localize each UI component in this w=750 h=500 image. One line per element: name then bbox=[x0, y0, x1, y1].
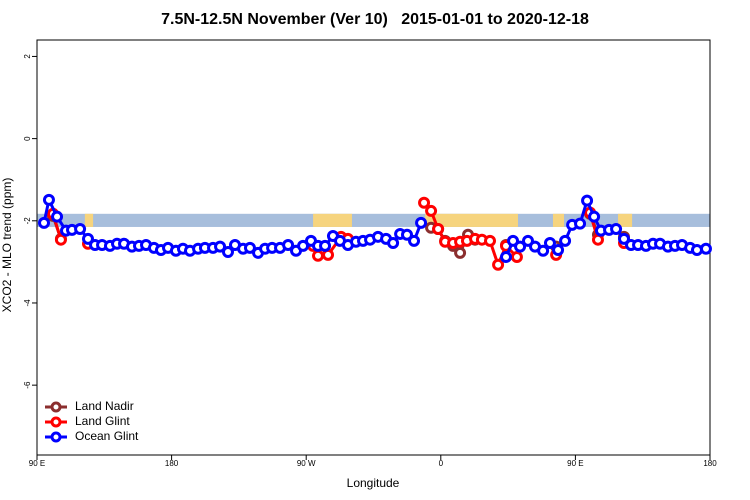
legend-marker bbox=[50, 401, 62, 413]
point bbox=[432, 223, 445, 236]
x-tick-label: 90 E bbox=[567, 459, 583, 468]
x-tick-label: 90 E bbox=[29, 459, 45, 468]
point bbox=[454, 246, 467, 259]
legend-label: Land Glint bbox=[75, 414, 130, 428]
y-tick-label: -2 bbox=[23, 217, 32, 225]
land-segment bbox=[425, 213, 518, 227]
point bbox=[408, 234, 421, 247]
point bbox=[54, 233, 67, 246]
x-axis-label: Longitude bbox=[347, 476, 400, 490]
point bbox=[243, 241, 256, 254]
reference-band bbox=[37, 213, 710, 227]
land-segment bbox=[552, 213, 565, 227]
legend-label: Land Nadir bbox=[75, 399, 134, 413]
point bbox=[500, 250, 513, 263]
x-tick-label: 0 bbox=[439, 459, 444, 468]
point bbox=[510, 250, 523, 263]
point bbox=[492, 258, 505, 271]
point bbox=[81, 232, 94, 245]
point bbox=[588, 210, 601, 223]
point bbox=[282, 239, 295, 252]
point bbox=[543, 236, 556, 249]
point bbox=[552, 243, 565, 256]
x-tick-label: 180 bbox=[703, 459, 717, 468]
point bbox=[514, 240, 527, 253]
point bbox=[38, 216, 51, 229]
y-tick-label: -6 bbox=[23, 381, 32, 389]
land-segment bbox=[84, 213, 94, 227]
chart-title: 7.5N-12.5N November (Ver 10) 2015-01-01 … bbox=[161, 11, 589, 28]
point bbox=[559, 234, 572, 247]
y-axis-label: XCO2 - MLO trend (ppm) bbox=[0, 178, 14, 313]
point bbox=[425, 204, 438, 217]
point bbox=[51, 210, 64, 223]
y-tick-label: -4 bbox=[23, 299, 32, 307]
point bbox=[214, 240, 227, 253]
point bbox=[312, 249, 325, 262]
point bbox=[297, 239, 310, 252]
point bbox=[221, 246, 234, 259]
point bbox=[74, 223, 87, 236]
legend-marker bbox=[50, 431, 62, 443]
point bbox=[618, 232, 631, 245]
legend-label: Ocean Glint bbox=[75, 429, 139, 443]
land-segment bbox=[313, 213, 352, 227]
point bbox=[319, 239, 332, 252]
point bbox=[537, 244, 550, 257]
y-tick-label: 2 bbox=[23, 54, 32, 59]
y-tick-label: 0 bbox=[23, 136, 32, 141]
point bbox=[401, 228, 414, 241]
land-segment bbox=[618, 213, 633, 227]
x-tick-label: 90 W bbox=[297, 459, 316, 468]
point bbox=[610, 223, 623, 236]
point bbox=[574, 217, 587, 230]
point bbox=[387, 236, 400, 249]
point bbox=[699, 242, 712, 255]
point bbox=[581, 194, 594, 207]
legend-marker bbox=[50, 416, 62, 428]
point bbox=[42, 193, 55, 206]
point bbox=[418, 196, 431, 209]
point bbox=[484, 234, 497, 247]
x-tick-label: 180 bbox=[165, 459, 179, 468]
point bbox=[415, 216, 428, 229]
